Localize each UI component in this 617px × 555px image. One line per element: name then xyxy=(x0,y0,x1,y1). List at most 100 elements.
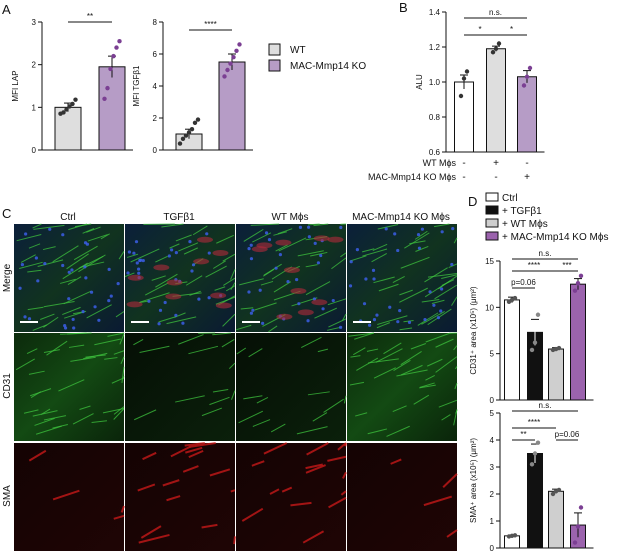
fiber xyxy=(340,252,347,258)
fiber xyxy=(188,449,204,459)
fiber xyxy=(192,225,208,236)
y-tick-label: 0 xyxy=(153,146,158,155)
nucleus xyxy=(81,310,85,314)
fiber xyxy=(263,268,275,277)
nucleus xyxy=(306,225,311,229)
nucleus xyxy=(132,251,136,255)
y-tick-label: 1 xyxy=(490,517,495,526)
fiber xyxy=(120,505,125,513)
fiber xyxy=(305,264,318,268)
fiber xyxy=(46,340,68,356)
fiber xyxy=(373,276,395,284)
data-point xyxy=(102,96,107,102)
fiber xyxy=(68,223,88,231)
fiber xyxy=(348,332,374,337)
fiber xyxy=(28,243,41,249)
fiber xyxy=(79,405,91,410)
nucleus xyxy=(93,305,97,309)
fiber xyxy=(58,379,85,392)
micrograph-cd31-2 xyxy=(236,333,347,441)
fiber xyxy=(100,233,110,240)
fiber xyxy=(290,501,312,507)
data-point xyxy=(527,65,533,71)
fiber xyxy=(252,419,271,427)
nucleus xyxy=(61,233,65,237)
fiber xyxy=(376,322,390,329)
nucleus xyxy=(138,258,142,263)
fiber xyxy=(375,348,403,363)
sma-cell xyxy=(193,258,210,265)
fiber xyxy=(37,259,64,267)
fiber xyxy=(42,246,56,251)
fiber xyxy=(337,442,347,451)
fiber xyxy=(425,375,435,381)
fiber xyxy=(306,442,329,456)
sma-cell xyxy=(153,264,170,271)
nucleus xyxy=(36,279,40,283)
nucleus xyxy=(24,232,28,236)
fiber xyxy=(169,243,180,249)
nucleus xyxy=(384,227,388,231)
nucleus xyxy=(375,313,379,317)
data-point xyxy=(550,491,556,497)
fiber xyxy=(59,278,76,284)
micrograph-bg xyxy=(14,443,124,551)
fiber xyxy=(354,332,374,340)
fiber xyxy=(362,248,375,253)
sma-cell xyxy=(215,302,232,309)
nucleus xyxy=(85,242,89,246)
chart-mfi-tgfb1: 0 2 4 6 8 MFI TGFβ1 **** xyxy=(132,18,253,155)
data-point xyxy=(464,69,470,74)
panel-label-b: B xyxy=(399,0,408,15)
fiber xyxy=(343,395,347,404)
fiber xyxy=(16,234,42,242)
data-point xyxy=(192,120,198,126)
fiber xyxy=(86,304,112,319)
nucleus xyxy=(205,232,209,236)
fiber xyxy=(297,250,324,257)
fiber xyxy=(421,311,445,325)
bar-+ MAC-Mmp14 KO Mϕs xyxy=(570,283,586,401)
panel-label-c: C xyxy=(2,206,11,221)
fiber xyxy=(178,242,199,252)
fiber xyxy=(113,350,125,355)
y-tick-label: 4 xyxy=(153,82,158,91)
fiber xyxy=(425,332,451,343)
data-point xyxy=(111,53,116,59)
fiber xyxy=(34,417,55,426)
nucleus xyxy=(174,313,178,317)
nucleus xyxy=(107,267,111,271)
data-point xyxy=(70,101,75,107)
fiber xyxy=(86,226,101,233)
y-tick-label: 8 xyxy=(153,18,158,27)
nucleus xyxy=(372,318,377,322)
nucleus xyxy=(339,225,343,230)
fiber xyxy=(310,251,328,257)
fiber xyxy=(43,300,75,308)
fiber xyxy=(349,255,367,262)
nucleus xyxy=(274,266,278,270)
y-axis-label: SMA⁺ area (x10⁵) (μm²) xyxy=(469,438,478,523)
nucleus xyxy=(67,270,71,274)
fiber xyxy=(230,489,236,493)
nucleus xyxy=(349,260,353,264)
y-tick-label: 0 xyxy=(32,146,37,155)
col-label-ko-macrophages: MAC-Mmp14 KO Mϕs xyxy=(352,212,450,223)
y-tick-label: 0 xyxy=(490,544,495,553)
nucleus xyxy=(451,226,455,231)
fiber xyxy=(87,234,108,242)
micrograph-cd31-1 xyxy=(125,332,236,441)
y-tick-label: 1 xyxy=(32,103,37,112)
fiber xyxy=(342,313,347,321)
legend-d-ctrl: Ctrl xyxy=(502,193,518,204)
fiber xyxy=(52,245,79,263)
nucleus xyxy=(362,302,367,306)
sma-cell xyxy=(210,292,227,299)
fiber xyxy=(162,479,180,487)
data-point xyxy=(529,462,535,467)
fiber xyxy=(441,414,451,421)
fiber xyxy=(85,354,106,358)
fiber xyxy=(433,223,450,228)
data-point xyxy=(67,104,72,109)
fiber xyxy=(212,389,229,393)
